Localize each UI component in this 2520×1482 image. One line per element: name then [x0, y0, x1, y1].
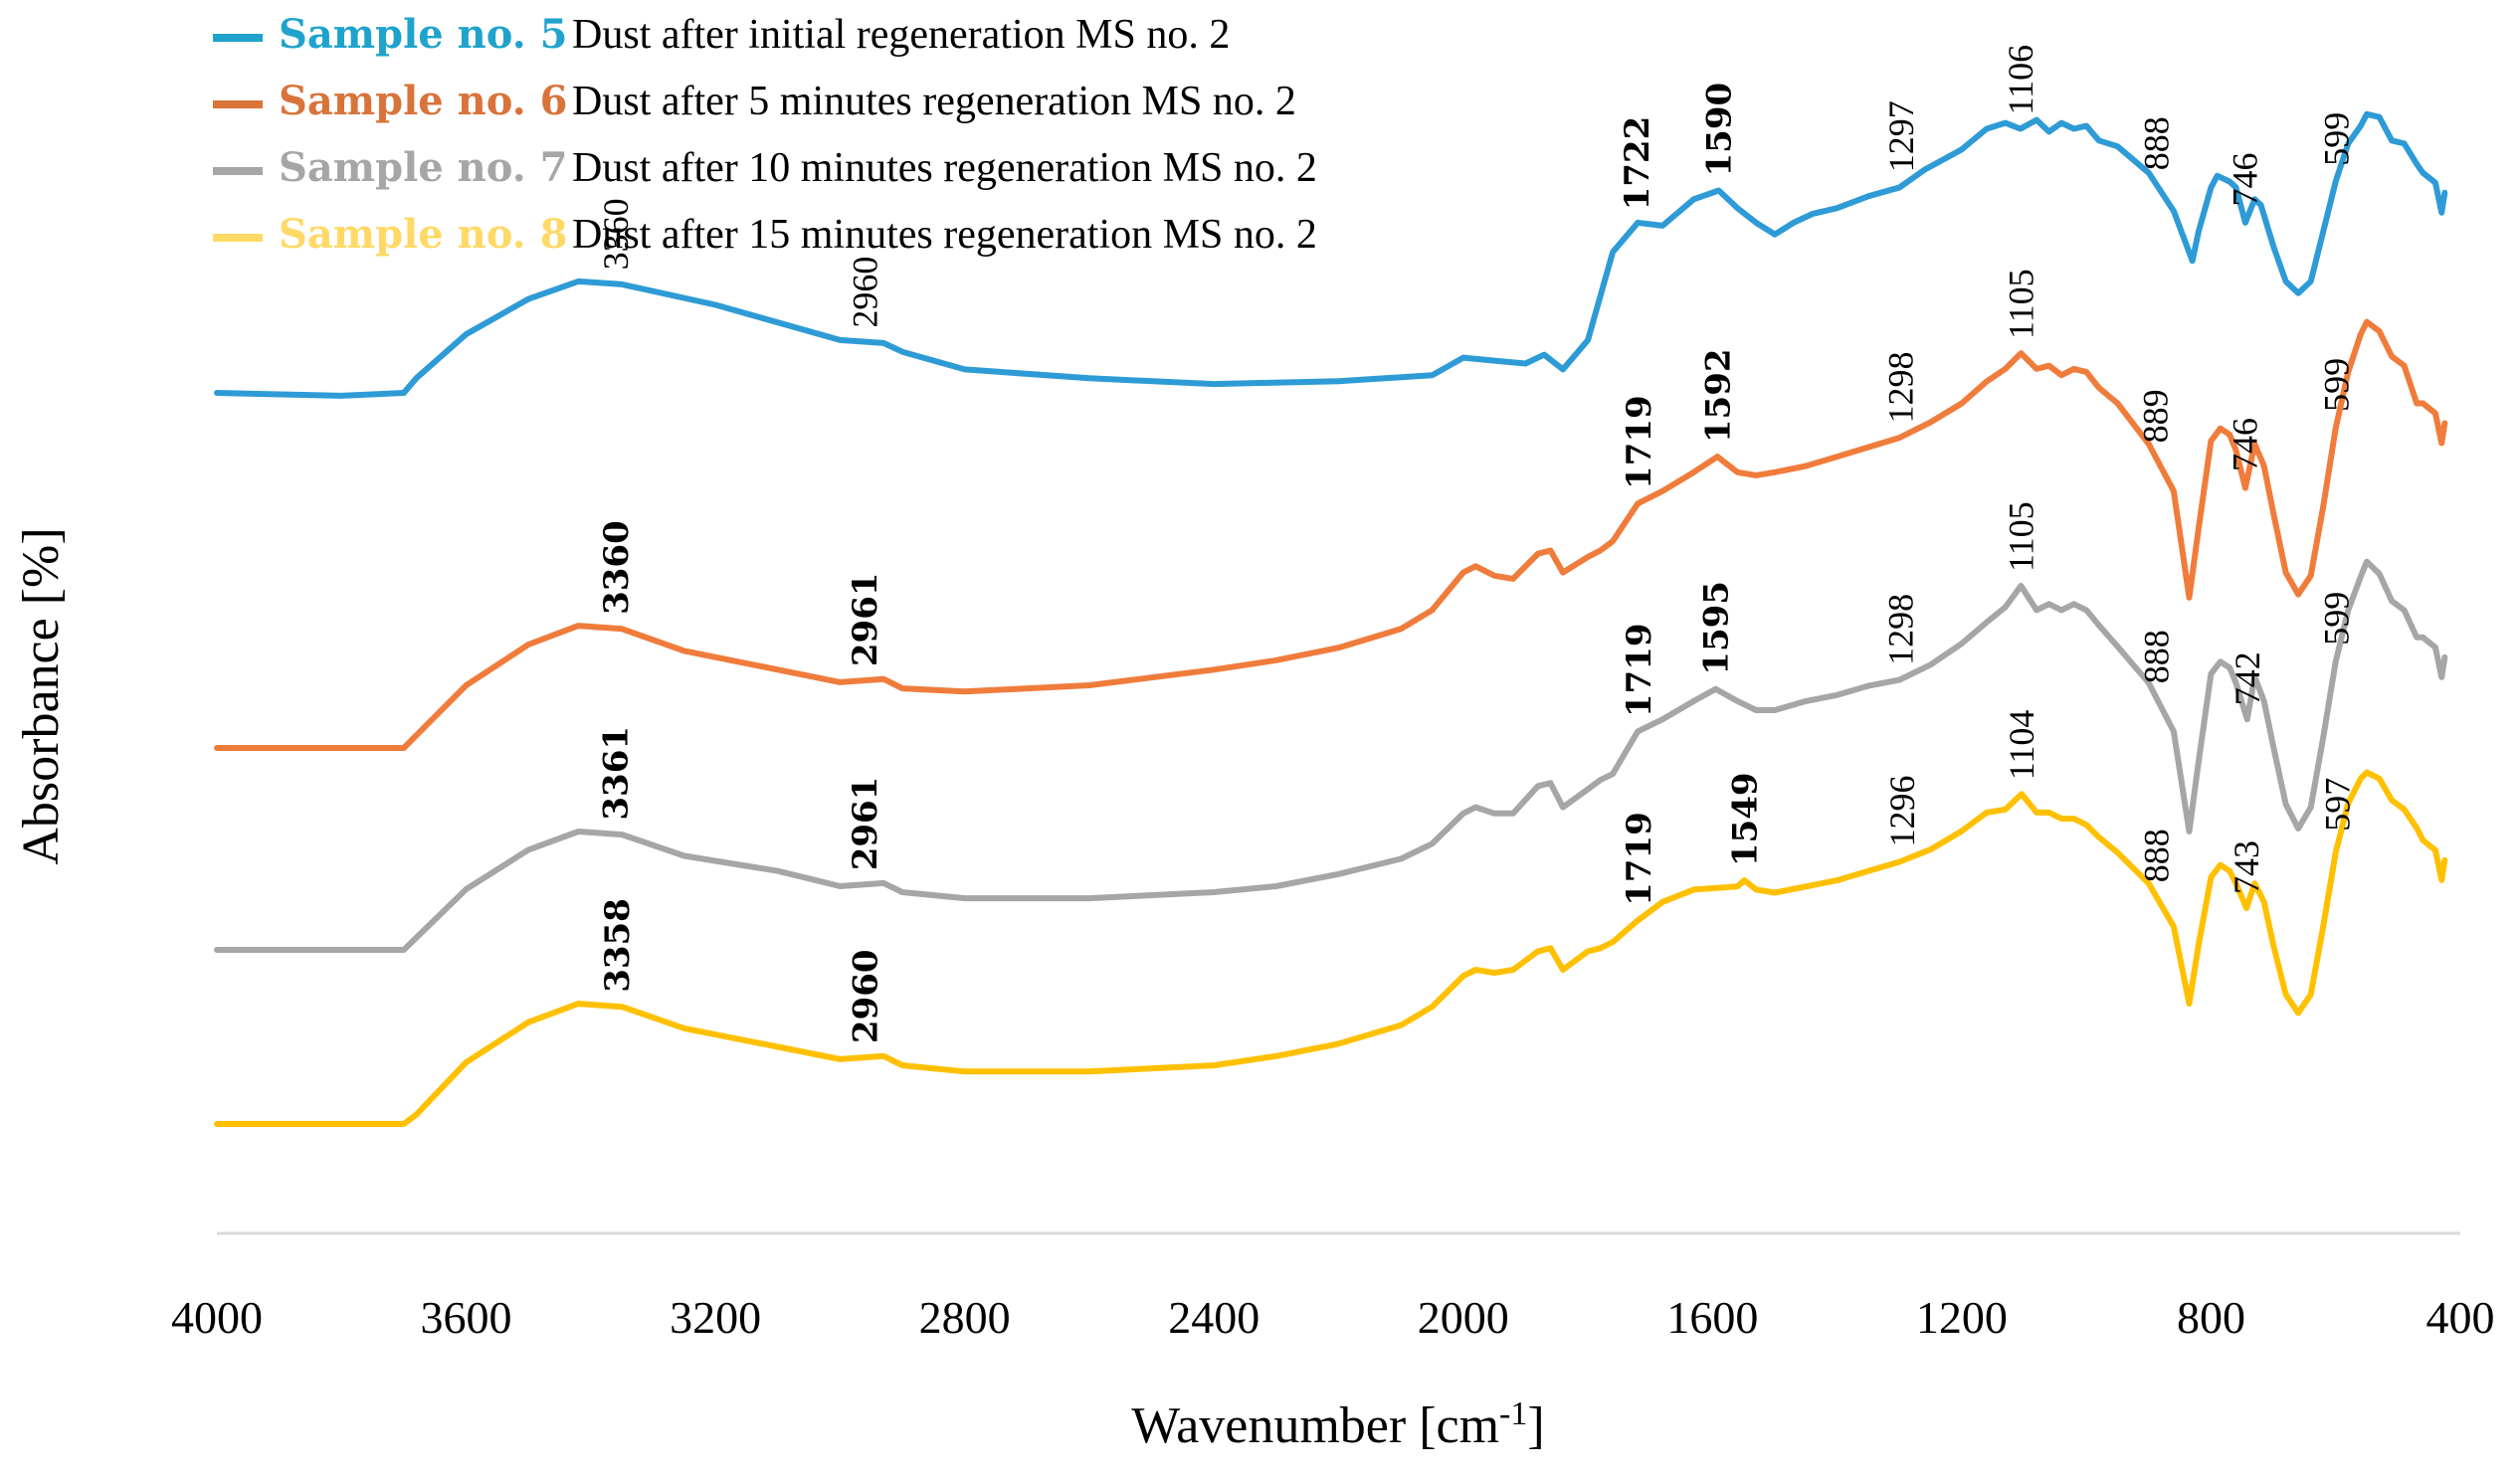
legend-swatch — [213, 34, 263, 42]
peak-label: 3360 — [597, 520, 637, 615]
peak-label: 1719 — [1620, 623, 1659, 717]
peak-label: 1549 — [1725, 772, 1765, 866]
peak-label: 1298 — [1881, 594, 1921, 665]
peak-label: 2960 — [846, 949, 885, 1043]
peak-label: 1592 — [1698, 348, 1738, 443]
legend-sample-name: Sample no. 5 — [279, 11, 567, 58]
x-tick-label: 400 — [2426, 1292, 2495, 1343]
x-tick-label: 2800 — [919, 1292, 1011, 1343]
peak-label: 888 — [2136, 829, 2176, 882]
x-tick-label: 2000 — [1418, 1292, 1509, 1343]
series-line-7 — [214, 558, 2426, 953]
peak-label: 3360 — [596, 198, 636, 270]
peak-label: 1719 — [1620, 395, 1659, 489]
peak-label: 888 — [2136, 116, 2176, 170]
legend-sample-name: Sample no. 7 — [279, 144, 567, 191]
series-line-5 — [214, 110, 2426, 399]
legend-description: Dust after 5 minutes regeneration MS no.… — [572, 79, 1296, 124]
peak-label: 746 — [2225, 418, 2264, 471]
x-tick-label: 2400 — [1168, 1292, 1260, 1343]
x-tick-label: 3200 — [670, 1292, 761, 1343]
series-line-tail — [2420, 169, 2448, 216]
x-axis-title-superscript: -1 — [1499, 1395, 1527, 1432]
peak-label: 1106 — [2001, 45, 2040, 115]
x-tick-label: 800 — [2177, 1292, 2245, 1343]
legend-description: Dust after initial regeneration MS no. 2 — [572, 12, 1230, 58]
peak-label: 1722 — [1618, 116, 1657, 211]
x-tick-label: 4000 — [171, 1292, 263, 1343]
series-line-tail — [2420, 400, 2448, 447]
peak-label: 1590 — [1700, 83, 1740, 177]
legend-sample-name: Sample no. 8 — [279, 211, 567, 258]
x-tick-label: 3600 — [421, 1292, 512, 1343]
x-axis-title: Wavenumber [cm-1] — [1131, 1395, 1544, 1455]
peak-label: 599 — [2316, 358, 2356, 412]
peak-label: 1104 — [2002, 710, 2041, 781]
peak-label: 3358 — [598, 898, 638, 993]
legend-swatch — [213, 167, 263, 175]
series-line-tail — [2420, 634, 2448, 680]
peak-label: 743 — [2227, 840, 2266, 894]
peak-label: 2961 — [846, 572, 885, 666]
peak-label: 1719 — [1620, 812, 1659, 906]
series-layer — [214, 110, 2448, 1127]
x-tick-labels: 4000 3600 3200 2800 2400 2000 1600 1200 800 400 — [171, 1292, 2495, 1343]
series-line-8 — [214, 769, 2426, 1127]
legend-sample-name: Sample no. 6 — [279, 78, 567, 124]
peak-label: 1105 — [2001, 269, 2040, 339]
peak-label: 746 — [2225, 153, 2264, 207]
legend-swatch — [213, 234, 263, 242]
peak-label: 597 — [2318, 778, 2358, 832]
legend-swatch — [213, 100, 263, 108]
peak-label: 1296 — [1882, 776, 1922, 847]
series-line-tail — [2420, 836, 2448, 883]
peak-label: 1595 — [1697, 581, 1737, 675]
peak-label: 1298 — [1881, 352, 1921, 424]
x-tick-label: 1600 — [1666, 1292, 1758, 1343]
peak-label: 1105 — [2001, 501, 2040, 572]
peak-label: 599 — [2316, 112, 2356, 166]
legend-description: Dust after 10 minutes regeneration MS no… — [572, 145, 1317, 191]
peak-labels: 3360 2960 1722 1590 1297 1106 888 746 599 3360 296… — [596, 45, 2358, 1043]
x-axis-title-close: ] — [1527, 1397, 1544, 1454]
x-tick-label: 1200 — [1916, 1292, 2008, 1343]
peak-label: 742 — [2228, 651, 2267, 705]
series-line-6 — [214, 318, 2426, 751]
peak-label: 889 — [2136, 389, 2176, 443]
peak-label: 888 — [2136, 630, 2176, 683]
peak-label: 2961 — [846, 777, 885, 871]
legend: Sample no. 5 Dust after initial regenerat… — [213, 11, 1317, 258]
peak-label: 3361 — [596, 726, 636, 821]
peak-label: 2960 — [845, 257, 884, 328]
peak-label: 1297 — [1881, 100, 1921, 172]
legend-description: Dust after 15 minutes regeneration MS no… — [572, 212, 1317, 258]
y-axis-title: Absorbance [%] — [13, 527, 70, 864]
peak-label: 599 — [2316, 592, 2356, 646]
